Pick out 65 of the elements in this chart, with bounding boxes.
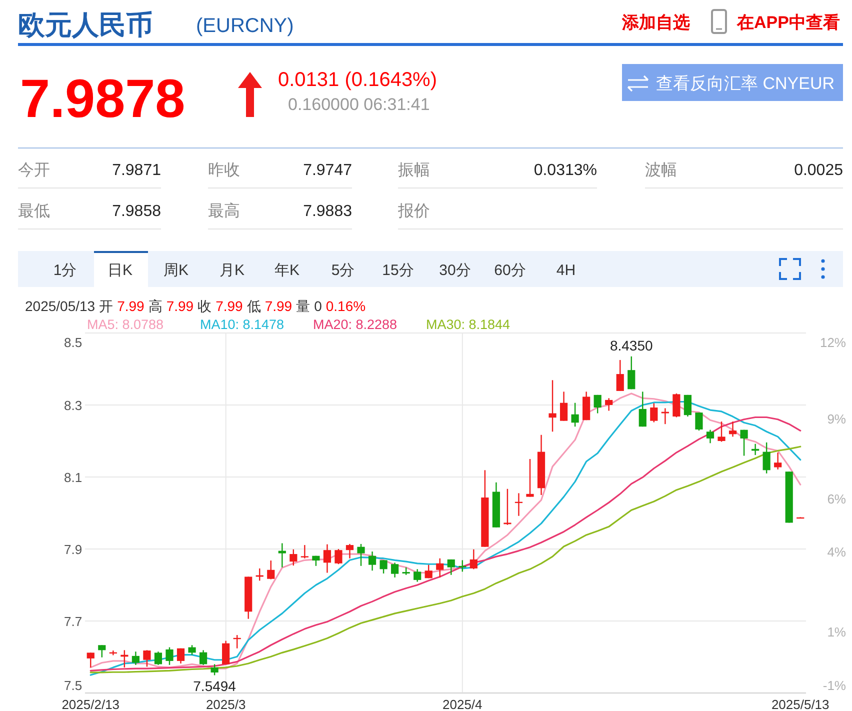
y-tick-label: 7.7 — [64, 614, 82, 629]
text: 2025/05/13 — [25, 298, 96, 314]
text: MA30: 8.1844 — [426, 317, 511, 332]
text: 1分 — [53, 262, 77, 279]
y-tick-label: 7.5 — [64, 678, 82, 693]
y-tick-label: 8.1 — [64, 470, 82, 485]
text: 30分 — [439, 262, 471, 279]
text: 日K — [107, 262, 133, 279]
text: 7.9871 — [112, 162, 162, 179]
text: 0.0313% — [534, 162, 597, 179]
text: MA10: 8.1478 — [200, 317, 284, 332]
text: 报价 — [397, 203, 430, 220]
text: 添加自选 — [621, 13, 690, 32]
text: 0 — [314, 298, 322, 314]
text: 在APP中查看 — [736, 13, 840, 32]
x-tick-label: 2025/3 — [206, 697, 246, 711]
y-tick-label: 8.5 — [64, 335, 82, 350]
text: MA5: 8.0788 — [87, 317, 164, 332]
text: MA20: 8.2288 — [313, 317, 398, 332]
text: 15分 — [382, 262, 414, 279]
y-tick-label: 7.9 — [64, 542, 82, 557]
y2-tick-label: 12% — [820, 335, 846, 350]
text: 0.0025 — [794, 162, 844, 179]
text: 0.0131 (0.1643%) — [278, 69, 438, 91]
text: 0.16% — [326, 298, 366, 314]
text: 5分 — [331, 262, 355, 279]
text: 周K — [163, 262, 189, 279]
text: 波幅 — [645, 161, 677, 179]
text: 7.9858 — [112, 203, 162, 220]
text: 开 — [99, 298, 114, 314]
text: 最高 — [208, 202, 240, 220]
text: 昨收 — [208, 162, 240, 179]
text: 7.9747 — [303, 162, 352, 179]
x-tick-label: 2025/4 — [442, 697, 482, 711]
text: 7.9878 — [20, 69, 186, 129]
y-tick-label: 8.3 — [64, 398, 82, 413]
annotation: 8.4350 — [610, 337, 654, 354]
text: 查看反向汇率 CNYEUR — [656, 74, 835, 93]
x-tick-label: 2025/5/13 — [771, 697, 830, 711]
text: 7.99 — [264, 298, 292, 314]
x-tick-label: 2025/2/13 — [62, 697, 120, 711]
text: 月K — [219, 262, 245, 279]
y2-tick-label: 9% — [827, 411, 846, 426]
text: 高 — [148, 298, 162, 314]
text: 7.99 — [216, 298, 244, 314]
text: 7.99 — [117, 298, 145, 314]
text: 年K — [274, 262, 300, 279]
y2-tick-label: 4% — [827, 544, 846, 560]
text: 0.160000 06:31:41 — [288, 95, 430, 114]
text: 今开 — [18, 162, 50, 179]
y2-tick-label: 6% — [827, 491, 846, 506]
annotation: 7.5494 — [193, 678, 236, 694]
text: 低 — [246, 298, 261, 314]
text: 收 — [198, 298, 212, 314]
text: 7.99 — [166, 298, 194, 314]
y2-tick-label: 1% — [827, 624, 846, 640]
text: 7.9883 — [303, 203, 352, 220]
text: 60分 — [494, 262, 526, 279]
text: 量 — [296, 298, 310, 314]
chart-title: 欧元人民币 — [18, 10, 153, 40]
y2-tick-label: -1% — [822, 678, 846, 693]
text: 最低 — [18, 203, 50, 220]
text: 振幅 — [398, 162, 430, 179]
text: 4H — [556, 262, 576, 279]
chart-subtitle: (EURCNY) — [196, 15, 294, 37]
